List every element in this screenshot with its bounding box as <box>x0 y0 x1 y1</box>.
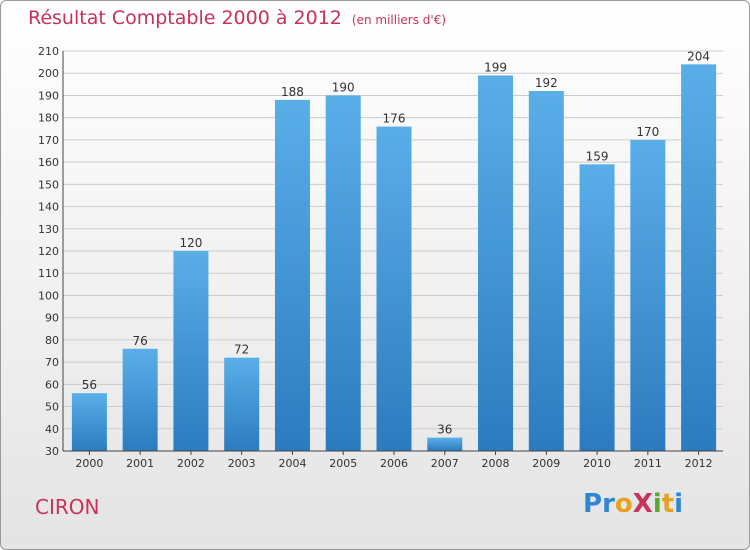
y-tick-label: 80 <box>45 334 59 347</box>
x-tick-label: 2009 <box>532 457 560 470</box>
y-tick-label: 160 <box>38 156 59 169</box>
bar-value-label: 190 <box>332 80 355 94</box>
x-tick-label: 2006 <box>380 457 408 470</box>
y-tick-label: 30 <box>45 445 59 458</box>
y-tick-label: 50 <box>45 401 59 414</box>
y-tick-label: 140 <box>38 201 59 214</box>
bar-value-label: 36 <box>437 423 452 437</box>
bar-value-label: 199 <box>484 60 507 74</box>
logo-letter: t <box>661 489 675 519</box>
y-tick-label: 130 <box>38 223 59 236</box>
logo-letter: o <box>614 489 633 519</box>
x-tick-label: 2008 <box>482 457 510 470</box>
y-tick-label: 200 <box>38 67 59 80</box>
x-tick-label: 2003 <box>228 457 256 470</box>
logo-letter: r <box>602 489 615 519</box>
bar-value-label: 176 <box>383 112 406 126</box>
chart-subtitle: (en milliers d'€) <box>351 13 447 27</box>
logo-letter: i <box>674 489 684 519</box>
bar-value-label: 120 <box>179 236 202 250</box>
proxiti-logo: ProXiti <box>583 489 683 519</box>
y-tick-label: 180 <box>38 112 59 125</box>
town-name: CIRON <box>35 495 100 519</box>
bar-2012 <box>681 64 717 452</box>
logo-letter: i <box>652 489 662 519</box>
x-tick-label: 2005 <box>329 457 357 470</box>
bar-value-label: 170 <box>636 125 659 139</box>
y-tick-label: 110 <box>38 267 59 280</box>
bar-2006 <box>376 126 412 452</box>
y-tick-label: 100 <box>38 289 59 302</box>
bar-value-label: 76 <box>133 334 148 348</box>
x-tick-label: 2004 <box>278 457 306 470</box>
x-tick-label: 2007 <box>431 457 459 470</box>
bar-2001 <box>122 348 158 451</box>
y-tick-label: 190 <box>38 89 59 102</box>
bar-2011 <box>630 139 666 451</box>
bar-2005 <box>325 95 361 451</box>
bar-2007 <box>427 437 463 451</box>
bar-value-label: 72 <box>234 343 249 357</box>
bar-2003 <box>224 357 260 451</box>
x-tick-label: 2012 <box>685 457 713 470</box>
x-tick-label: 2001 <box>126 457 154 470</box>
bar-2004 <box>274 99 310 451</box>
bar-2002 <box>173 251 209 451</box>
x-tick-label: 2000 <box>75 457 103 470</box>
y-tick-label: 70 <box>45 356 59 369</box>
bar-value-label: 159 <box>586 149 609 163</box>
y-tick-label: 150 <box>38 178 59 191</box>
x-tick-label: 2002 <box>177 457 205 470</box>
chart-title: Résultat Comptable 2000 à 2012 (en millie… <box>28 7 447 29</box>
bar-value-label: 188 <box>281 85 304 99</box>
y-tick-label: 40 <box>45 423 59 436</box>
x-tick-label: 2010 <box>583 457 611 470</box>
bar-2000 <box>71 393 107 451</box>
bar-2008 <box>478 75 514 451</box>
logo-letter: X <box>632 489 653 519</box>
bar-value-label: 204 <box>687 49 710 63</box>
x-tick-label: 2011 <box>634 457 662 470</box>
logo-letter: P <box>583 489 603 519</box>
bar-2009 <box>528 91 564 451</box>
bar-value-label: 192 <box>535 76 558 90</box>
bar-value-label: 56 <box>82 378 97 392</box>
y-tick-label: 120 <box>38 245 59 258</box>
y-tick-label: 210 <box>38 45 59 58</box>
y-tick-label: 170 <box>38 134 59 147</box>
y-tick-label: 90 <box>45 312 59 325</box>
y-tick-label: 60 <box>45 378 59 391</box>
bar-2010 <box>579 164 615 452</box>
